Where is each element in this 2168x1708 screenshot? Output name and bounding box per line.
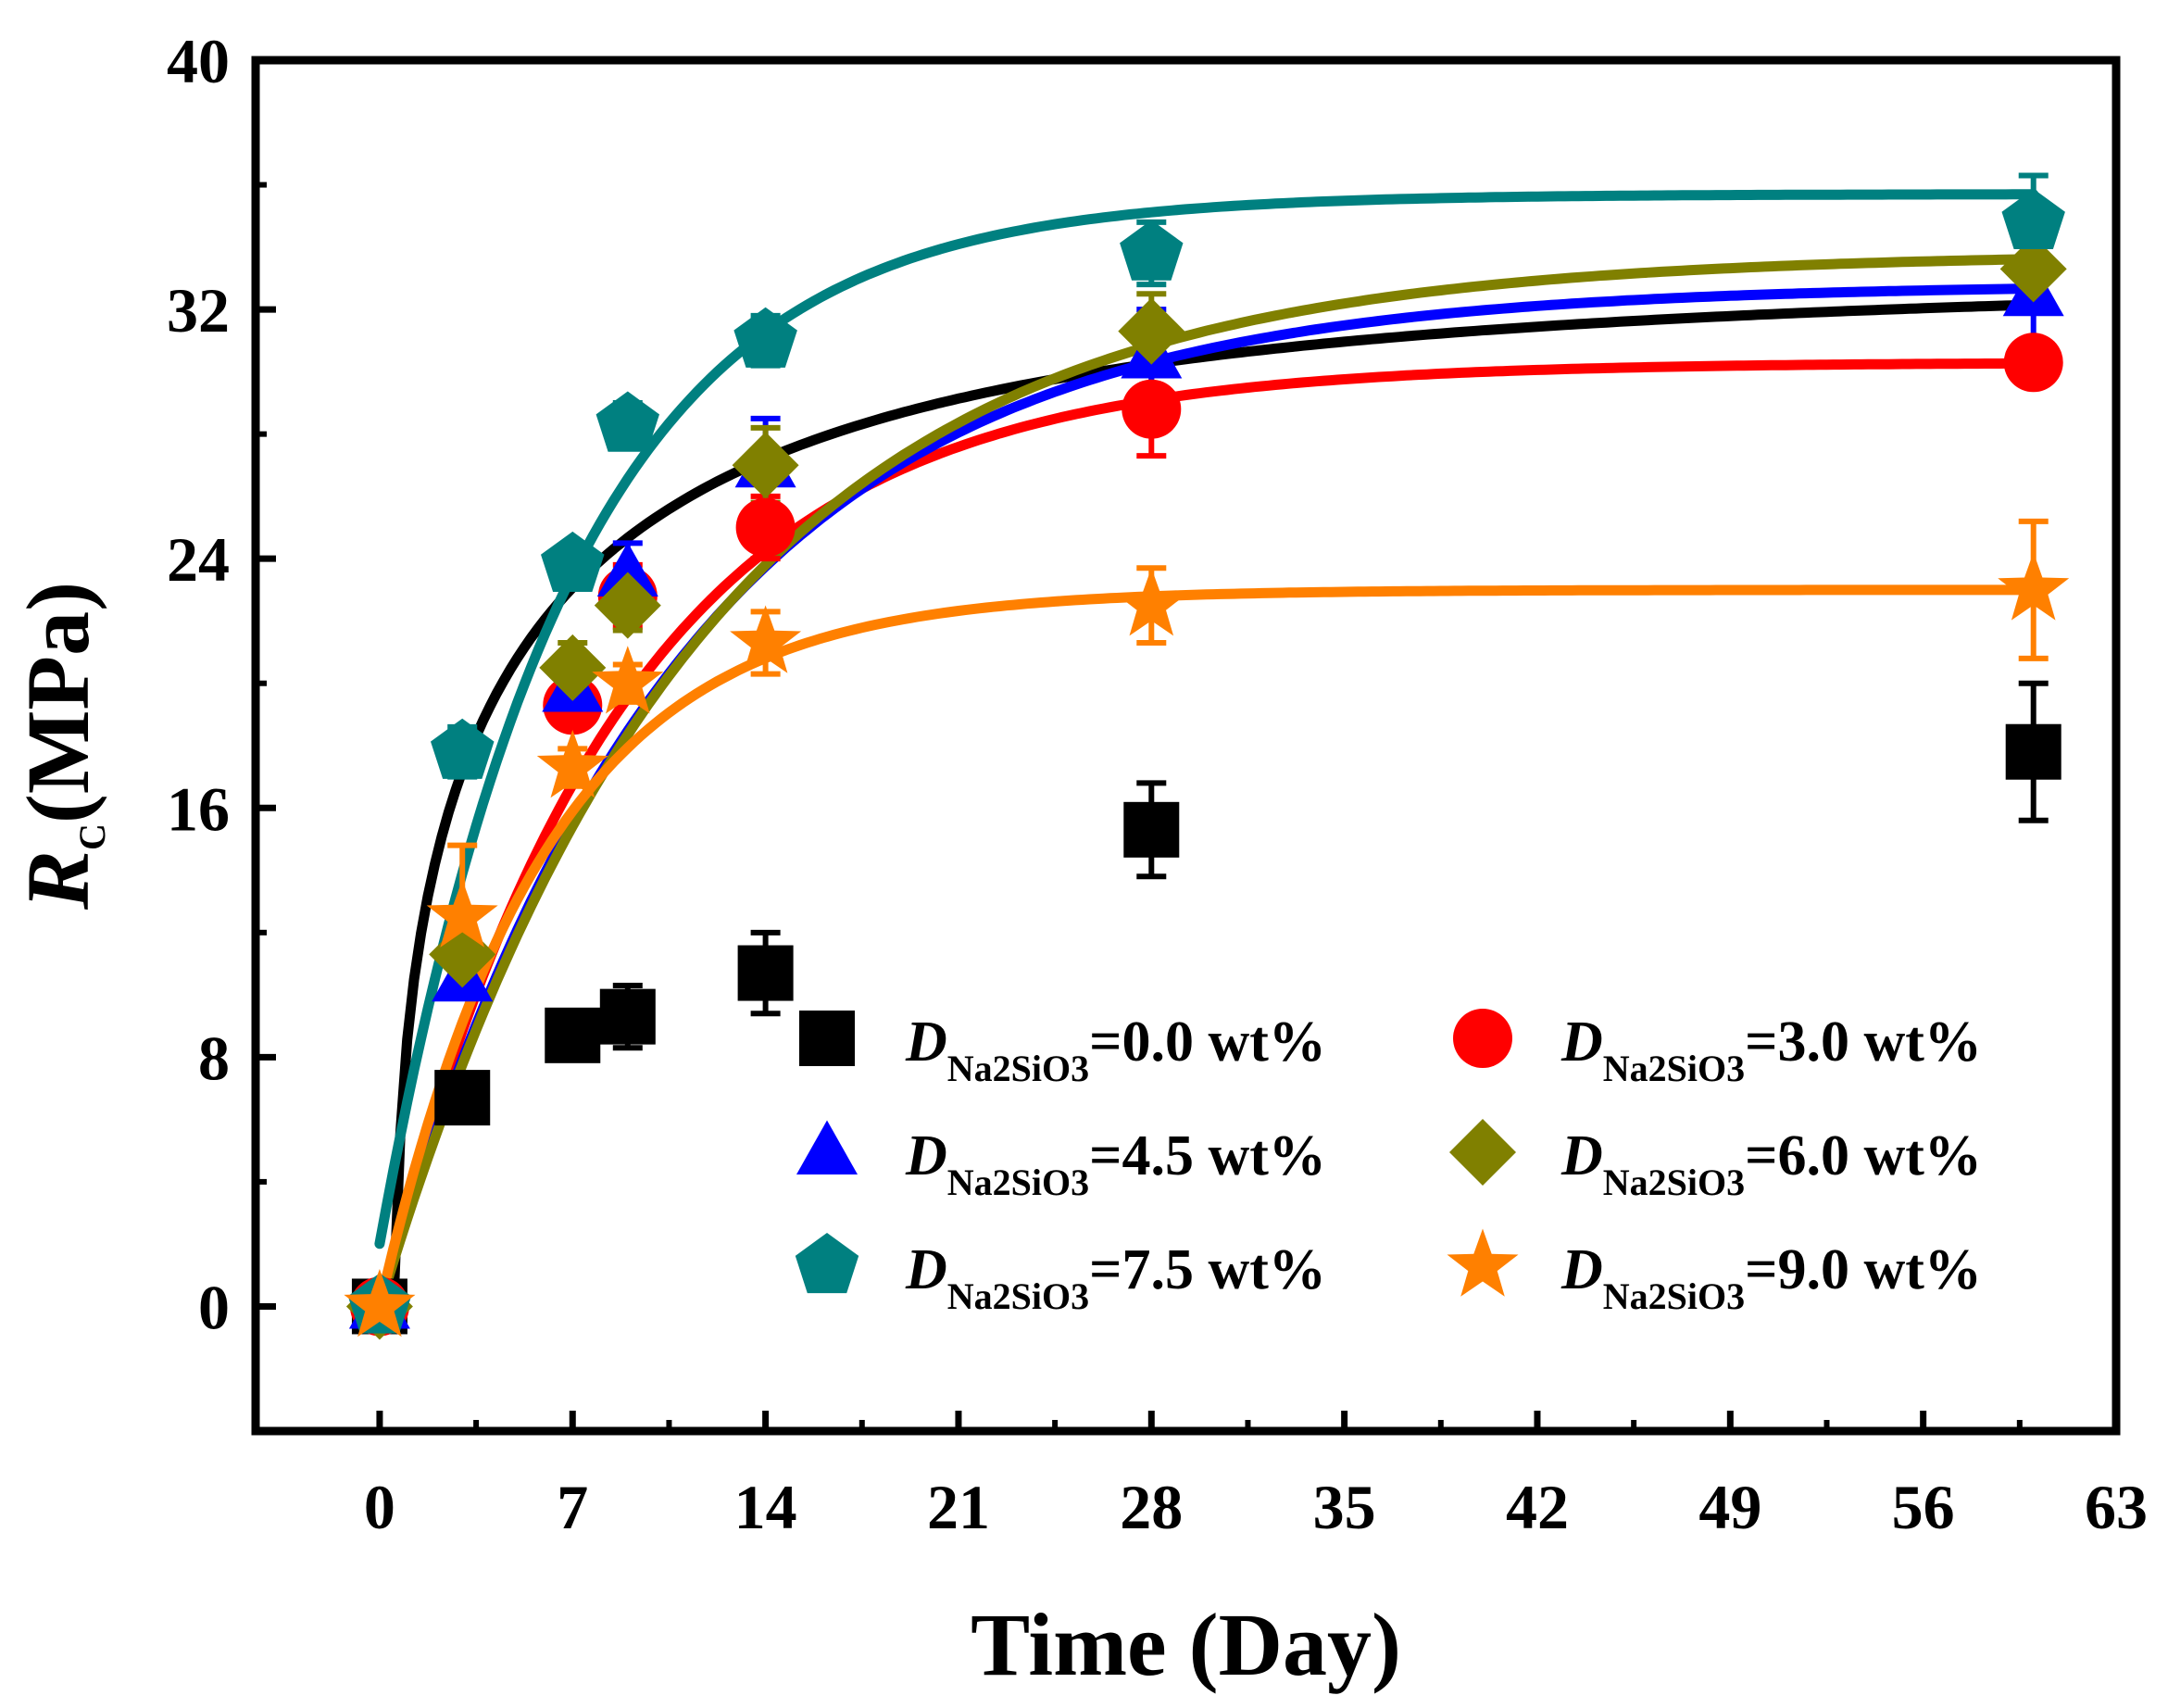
- fit-curve-3: [374, 254, 2039, 1312]
- data-point: [1998, 552, 2070, 621]
- data-point: [732, 432, 799, 499]
- y-tick-label: 16: [167, 773, 230, 844]
- legend-marker: [799, 1011, 855, 1066]
- legend-label: DNa2SiO3=7.5 wt%: [905, 1238, 1326, 1317]
- fit-curve-5: [374, 584, 2039, 1312]
- data-point: [1123, 801, 1180, 858]
- y-axis-title: RC(MPa): [8, 582, 113, 911]
- legend-label: DNa2SiO3=9.0 wt%: [1560, 1238, 1982, 1317]
- data-point: [1120, 220, 1184, 281]
- data-point: [735, 497, 796, 558]
- y-tick-label: 32: [167, 275, 230, 345]
- x-tick-label: 21: [927, 1472, 990, 1542]
- legend: DNa2SiO3=0.0 wt% DNa2SiO3=3.0 wt% DNa2SiO3…: [795, 1009, 1982, 1317]
- x-tick-label: 28: [1120, 1472, 1183, 1542]
- x-tick-label: 35: [1313, 1472, 1376, 1542]
- data-point: [1122, 379, 1182, 439]
- x-tick-label: 7: [557, 1472, 588, 1542]
- x-tick-label: 42: [1506, 1472, 1569, 1542]
- x-tick-label: 14: [734, 1472, 797, 1542]
- axis-ticks: [256, 57, 2120, 1434]
- legend-label: DNa2SiO3=6.0 wt%: [1560, 1124, 1982, 1203]
- data-point: [2005, 723, 2061, 780]
- data-point: [541, 531, 605, 592]
- data-point: [595, 391, 659, 452]
- fit-curve-0: [374, 299, 2039, 1312]
- data-point: [344, 1269, 416, 1338]
- x-tick-label: 49: [1698, 1472, 1761, 1542]
- y-tick-label: 8: [198, 1023, 230, 1093]
- data-point: [1115, 568, 1187, 636]
- data-point: [539, 634, 607, 701]
- legend-label: DNa2SiO3=4.5 wt%: [905, 1124, 1326, 1203]
- fit-curve-4: [374, 189, 2039, 1250]
- data-point: [536, 730, 608, 798]
- data-point: [737, 945, 794, 1001]
- y-tick-label: 0: [198, 1272, 230, 1342]
- data-point: [426, 879, 498, 948]
- data-point: [596, 542, 658, 597]
- data-point: [2001, 188, 2065, 249]
- data-point: [431, 718, 495, 779]
- data-point: [545, 1007, 601, 1063]
- legend-marker: [796, 1120, 858, 1174]
- plot-frame: [251, 56, 2121, 1436]
- x-tick-label: 63: [2085, 1472, 2148, 1542]
- x-tick-label: 0: [364, 1472, 395, 1542]
- data-point: [434, 1070, 491, 1126]
- legend-marker: [1449, 1119, 1516, 1186]
- data-point: [730, 605, 802, 673]
- y-tick-label: 24: [167, 524, 230, 595]
- data-point: [1999, 235, 2067, 303]
- data-point: [594, 571, 661, 639]
- data-point: [733, 307, 797, 368]
- legend-marker: [1453, 1009, 1512, 1068]
- fit-curve-1: [374, 358, 2039, 1312]
- legend-marker: [795, 1233, 859, 1294]
- data-point: [2003, 333, 2063, 393]
- data-points: [344, 188, 2070, 1340]
- x-axis-title: Time (Day): [971, 1595, 1401, 1694]
- legend-label: DNa2SiO3=3.0 wt%: [1560, 1011, 1982, 1089]
- data-point: [1118, 297, 1185, 365]
- data-point: [592, 646, 664, 714]
- legend-label: DNa2SiO3=0.0 wt%: [905, 1011, 1326, 1089]
- data-point: [599, 988, 656, 1045]
- x-tick-label: 56: [1892, 1472, 1955, 1542]
- y-tick-label: 40: [167, 26, 230, 96]
- fit-curves: [374, 189, 2039, 1312]
- legend-marker: [1447, 1228, 1519, 1297]
